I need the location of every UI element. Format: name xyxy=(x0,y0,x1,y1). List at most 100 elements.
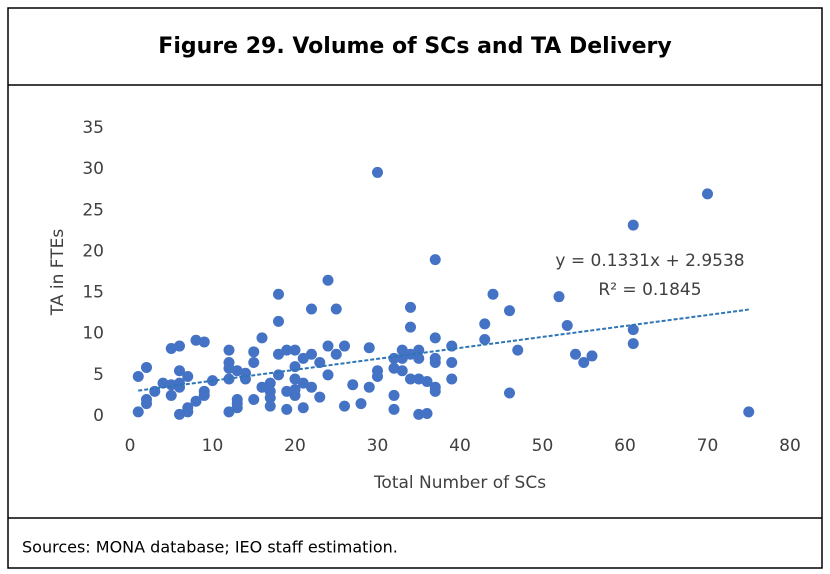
point xyxy=(421,375,433,387)
point xyxy=(627,324,639,336)
x-tick-label: 30 xyxy=(367,436,389,456)
point xyxy=(627,338,639,350)
point xyxy=(248,394,260,406)
point xyxy=(504,305,515,317)
point xyxy=(627,219,639,231)
point xyxy=(743,406,755,418)
point xyxy=(388,403,400,415)
y-tick-label: 35 xyxy=(82,118,104,138)
point xyxy=(479,318,491,330)
point xyxy=(487,288,499,300)
point xyxy=(273,288,284,300)
point xyxy=(322,274,334,286)
point xyxy=(413,408,425,420)
point xyxy=(190,395,202,407)
point xyxy=(223,406,235,418)
point xyxy=(446,373,458,385)
point xyxy=(479,333,491,345)
x-tick-label: 0 xyxy=(125,436,136,456)
y-tick-label: 20 xyxy=(82,241,104,261)
point xyxy=(372,166,383,178)
point xyxy=(314,357,326,369)
point xyxy=(264,400,276,412)
point xyxy=(223,362,235,374)
x-tick-label: 50 xyxy=(532,436,554,456)
point xyxy=(223,344,235,356)
point xyxy=(429,357,441,369)
point xyxy=(297,352,309,364)
point xyxy=(405,301,416,313)
point xyxy=(405,321,416,333)
point xyxy=(446,357,458,369)
point xyxy=(306,381,317,393)
point xyxy=(281,344,293,356)
y-axis-label: TA in FTEs xyxy=(48,229,68,317)
point xyxy=(273,315,284,327)
point xyxy=(429,254,441,266)
point xyxy=(289,344,301,356)
point xyxy=(396,352,408,364)
point xyxy=(289,373,301,385)
point xyxy=(586,350,598,362)
point xyxy=(297,377,309,389)
y-tick-label: 30 xyxy=(82,159,104,179)
x-tick-label: 20 xyxy=(284,436,306,456)
point xyxy=(174,365,185,377)
point xyxy=(306,303,317,315)
point xyxy=(322,369,334,381)
point xyxy=(347,379,359,391)
point xyxy=(264,392,276,404)
point xyxy=(157,377,169,389)
point xyxy=(355,398,367,410)
point xyxy=(132,371,144,383)
point xyxy=(339,340,350,352)
x-tick-label: 40 xyxy=(449,436,471,456)
point xyxy=(256,332,268,344)
x-tick-label: 70 xyxy=(697,436,719,456)
point xyxy=(141,394,152,406)
point xyxy=(561,319,573,331)
point xyxy=(182,406,194,418)
point xyxy=(429,332,441,344)
point xyxy=(198,389,210,401)
trend-r-squared: R² = 0.1845 xyxy=(598,280,701,300)
frame xyxy=(7,7,823,569)
point xyxy=(578,357,590,369)
source-note: Sources: MONA database; IEO staff estima… xyxy=(22,538,398,557)
chart-title: Figure 29. Volume of SCs and TA Delivery xyxy=(158,34,671,59)
point xyxy=(231,398,243,410)
y-tick-label: 25 xyxy=(82,200,104,220)
point xyxy=(396,365,408,377)
y-tick-label: 10 xyxy=(82,324,104,344)
point xyxy=(322,340,334,352)
point xyxy=(132,406,144,418)
point xyxy=(174,381,185,393)
point xyxy=(281,403,293,415)
point xyxy=(388,389,400,401)
trend-equation: y = 0.1331x + 2.9538 xyxy=(555,251,744,271)
point xyxy=(273,348,284,360)
point xyxy=(256,381,268,393)
point xyxy=(297,402,309,414)
point xyxy=(512,344,524,356)
point xyxy=(174,408,185,420)
point xyxy=(388,362,400,374)
point xyxy=(330,348,342,360)
point xyxy=(190,334,202,346)
point xyxy=(413,373,425,385)
point xyxy=(413,352,425,364)
point xyxy=(182,371,194,383)
point xyxy=(281,385,293,397)
point xyxy=(363,342,375,354)
point xyxy=(405,373,416,385)
y-tick-label: 0 xyxy=(93,406,104,426)
point xyxy=(314,391,326,403)
point xyxy=(702,188,713,200)
x-tick-label: 10 xyxy=(202,436,224,456)
y-tick-label: 15 xyxy=(82,283,104,303)
point xyxy=(396,344,408,356)
point xyxy=(264,377,276,389)
point xyxy=(306,348,317,360)
